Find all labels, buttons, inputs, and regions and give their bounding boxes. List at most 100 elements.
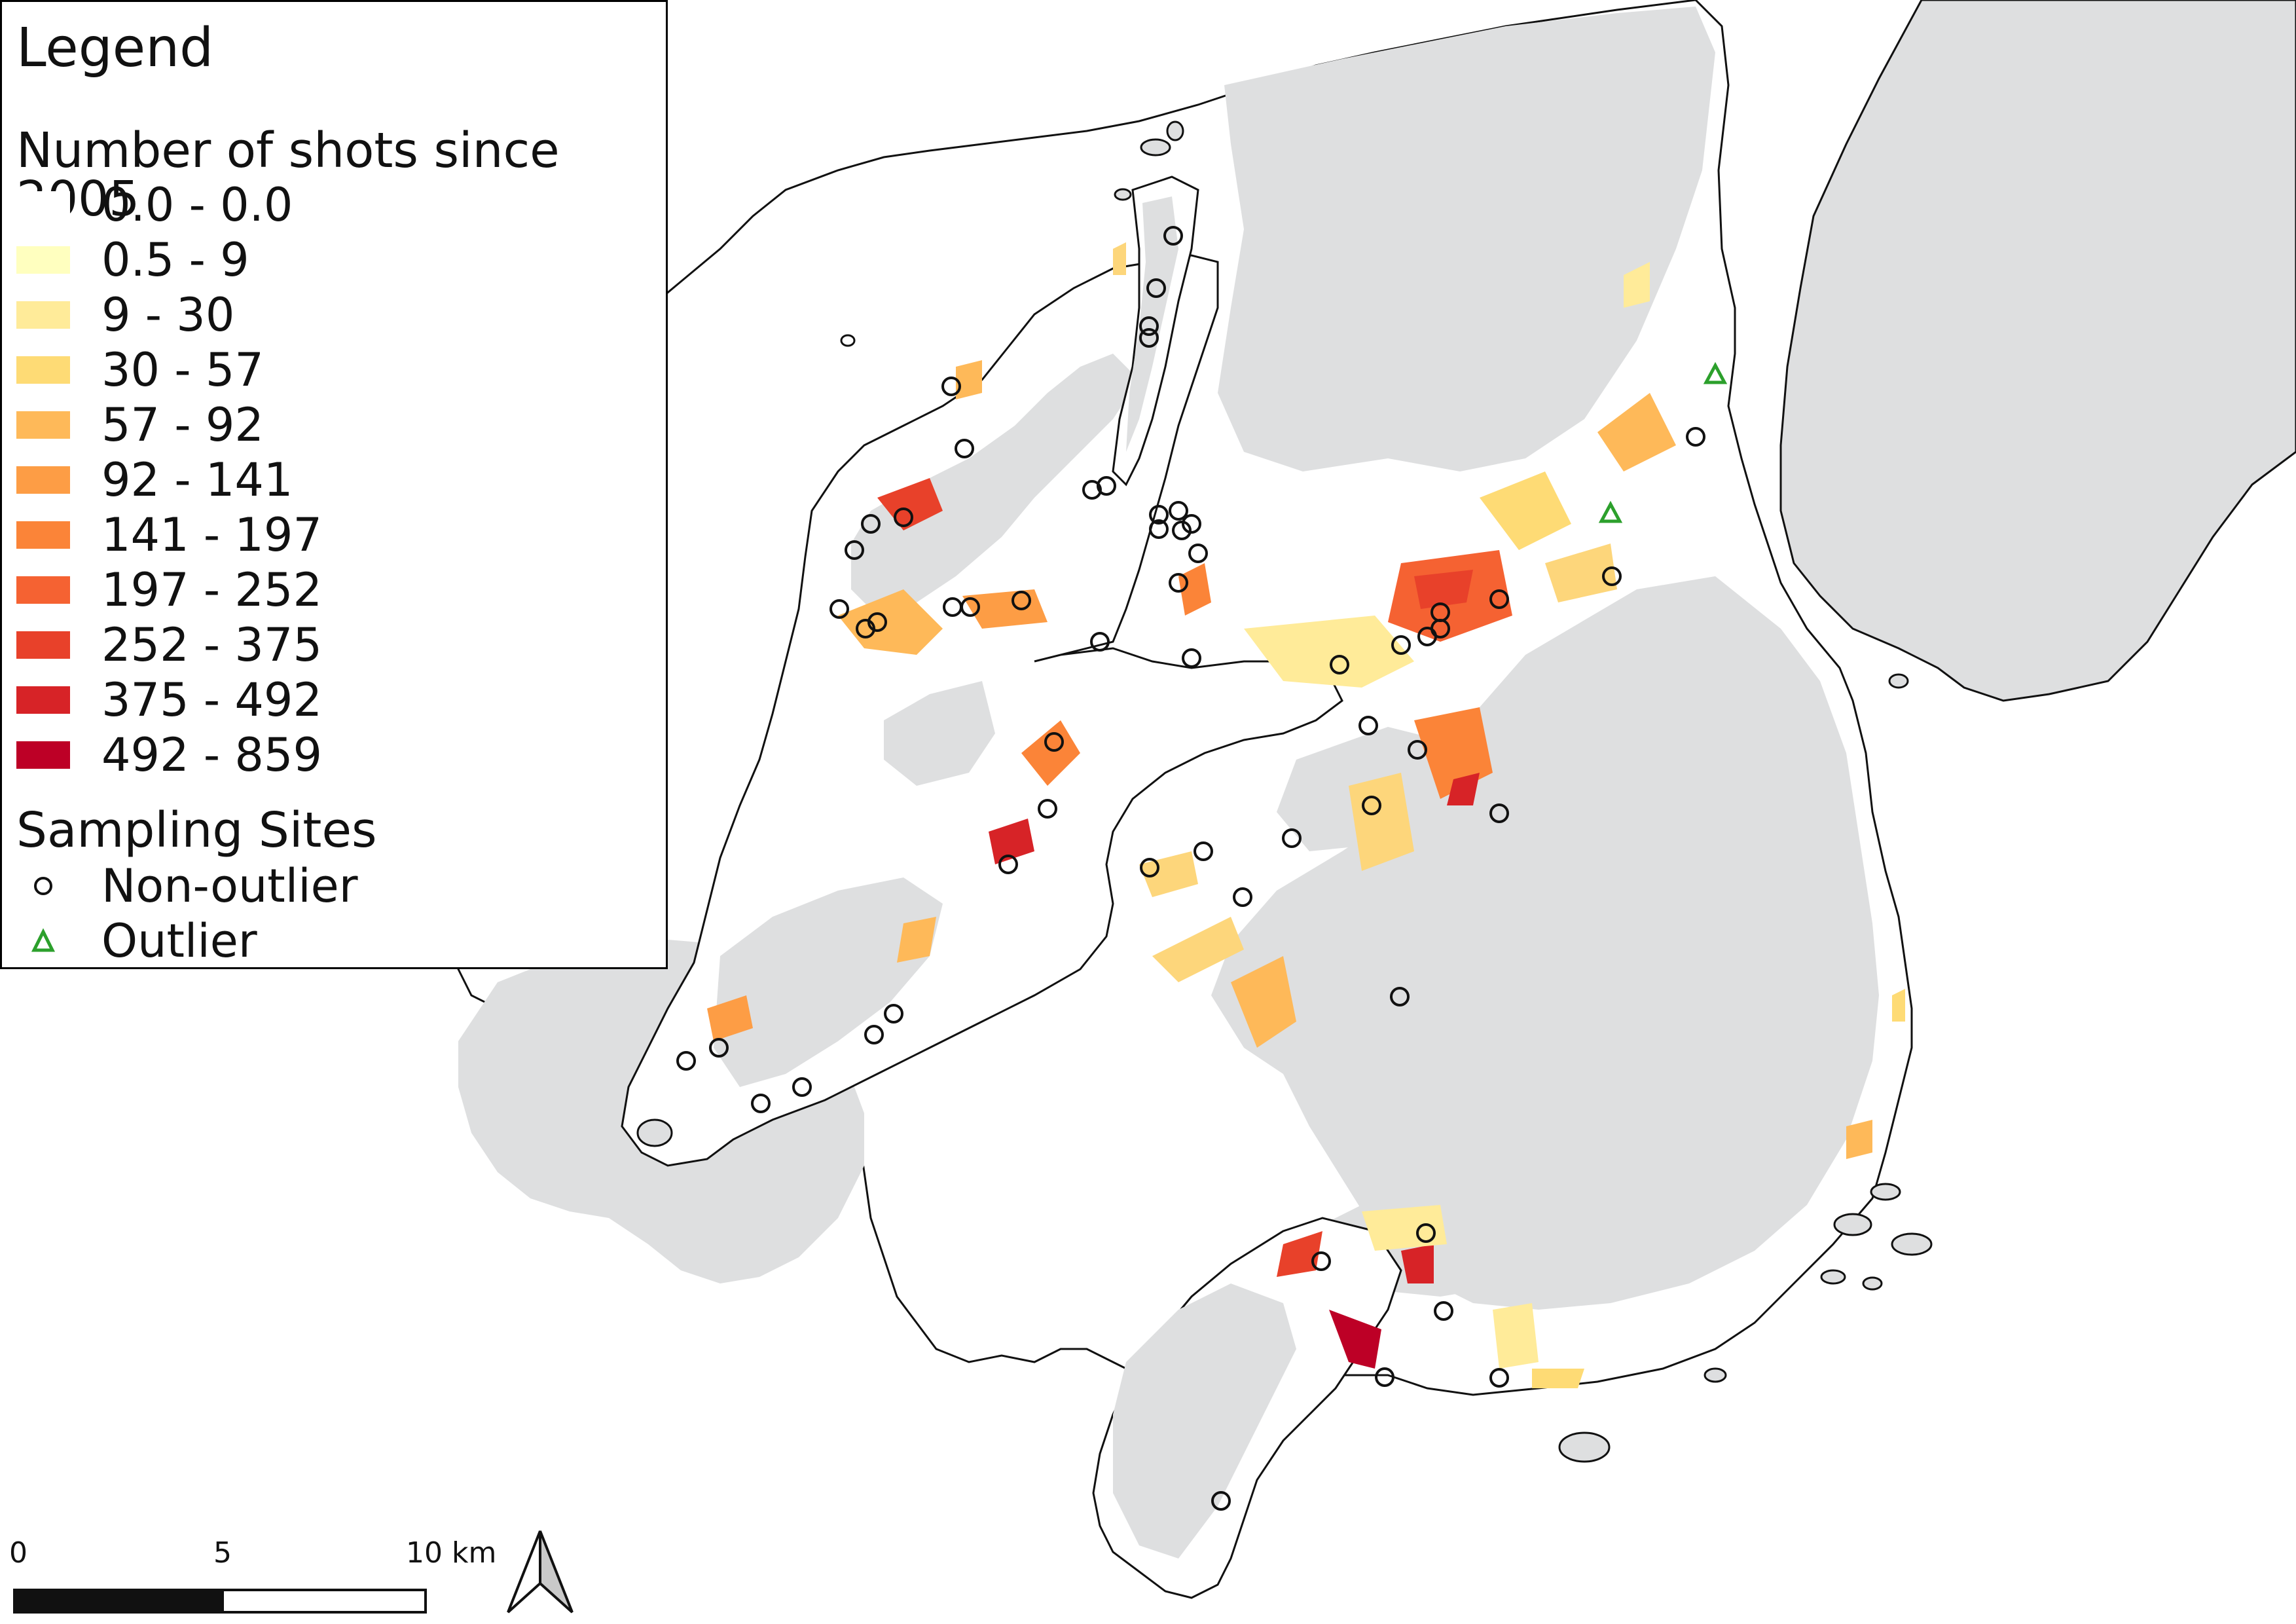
site-marker <box>1149 519 1169 539</box>
legend-row-label: 0.5 - 9 <box>101 233 249 287</box>
site-marker <box>1169 573 1188 593</box>
site-marker <box>1311 1251 1331 1271</box>
site-marker <box>1163 226 1183 246</box>
site-marker <box>1489 589 1509 609</box>
legend-swatch <box>16 741 70 769</box>
legend-swatch <box>16 576 70 604</box>
site-marker <box>1182 514 1201 534</box>
legend-row: 141 - 197 <box>16 507 322 563</box>
scale-label-0: 0 <box>9 1536 27 1570</box>
site-marker <box>1211 1491 1231 1511</box>
patch <box>707 995 753 1041</box>
outlier-marker <box>1598 500 1623 523</box>
site-marker <box>1434 1301 1453 1321</box>
site-marker <box>1090 632 1110 652</box>
legend-row-label: 197 - 252 <box>101 563 322 617</box>
north-arrow-icon <box>507 1530 574 1614</box>
site-marker <box>1194 841 1213 861</box>
patch <box>956 360 982 399</box>
legend-swatch <box>16 191 70 219</box>
west-peninsula <box>621 254 1343 1167</box>
circle-icon <box>34 877 52 895</box>
patch <box>1139 851 1198 897</box>
legend-row-label: 141 - 197 <box>101 508 322 562</box>
site-marker <box>894 507 913 527</box>
site-marker <box>1489 1368 1509 1388</box>
legend-swatch <box>16 631 70 659</box>
site-marker <box>884 1004 903 1024</box>
patch <box>1178 563 1211 616</box>
site-marker <box>941 377 961 396</box>
legend-row: 0.0 - 0.0 <box>16 177 322 232</box>
site-marker <box>1489 803 1509 823</box>
patch <box>1401 1244 1434 1283</box>
site-marker <box>1044 732 1064 752</box>
legend-swatch <box>16 356 70 384</box>
site-marker <box>1390 987 1410 1006</box>
site-marker <box>792 1077 812 1097</box>
legend-swatch <box>16 686 70 714</box>
patch <box>1021 720 1080 786</box>
legend-row-label: 30 - 57 <box>101 343 264 397</box>
legend-swatch <box>16 301 70 329</box>
scale-label-10km: 10 km <box>406 1536 497 1570</box>
patch <box>989 819 1034 864</box>
legend-swatch <box>16 521 70 549</box>
legend-row-label: Non-outlier <box>101 859 358 913</box>
legend-swatch <box>16 411 70 439</box>
patch <box>1447 773 1480 805</box>
southeast-islets <box>636 673 1933 1463</box>
site-marker <box>867 612 887 632</box>
site-marker <box>1233 887 1252 907</box>
site-marker <box>955 439 974 458</box>
legend-row: 57 - 92 <box>16 397 322 452</box>
legend-subtitle: Number of shots since 2005 <box>16 122 560 227</box>
patch <box>1277 1231 1322 1277</box>
south-headland <box>1092 1217 1402 1599</box>
legend-row: 9 - 30 <box>16 287 322 342</box>
legend-row: 92 - 141 <box>16 452 322 507</box>
patch <box>897 917 936 963</box>
east-landmass <box>1779 0 2296 702</box>
legend-row-label: Outlier <box>101 914 257 968</box>
legend-panel: Legend Number of shots since 2005 0.0 - … <box>0 0 668 969</box>
patch <box>1846 1120 1872 1159</box>
legend-row-non-outlier: Non-outlier <box>16 858 358 913</box>
site-marker <box>1146 278 1166 298</box>
site-marker <box>1330 655 1349 674</box>
legend-swatch <box>16 466 70 494</box>
site-marker <box>1416 1223 1436 1243</box>
patch <box>1892 989 1905 1022</box>
patch <box>1480 471 1571 550</box>
site-marker <box>1140 858 1159 877</box>
patch <box>962 589 1048 629</box>
site-marker <box>998 855 1018 874</box>
shots-choropleth <box>707 242 1905 1388</box>
legend-row: 252 - 375 <box>16 618 322 673</box>
patch <box>1532 1369 1584 1388</box>
patch <box>1624 262 1650 308</box>
legend-row: 375 - 492 <box>16 673 322 728</box>
scale-label-5: 5 <box>213 1536 232 1570</box>
legend-swatch <box>16 246 70 274</box>
legend-row: 0.5 - 9 <box>16 232 322 287</box>
site-marker <box>709 1038 729 1058</box>
sites-legend-title: Sampling Sites <box>16 802 377 858</box>
site-marker <box>1038 799 1057 819</box>
site-marker <box>1686 427 1705 447</box>
patch <box>1362 1205 1447 1251</box>
legend-row-label: 252 - 375 <box>101 618 322 672</box>
site-marker <box>1602 566 1622 586</box>
site-marker <box>960 597 980 617</box>
legend-row-label: 0.0 - 0.0 <box>101 178 293 232</box>
site-marker <box>1417 627 1437 646</box>
legend-row: 30 - 57 <box>16 342 322 397</box>
site-marker <box>676 1051 696 1071</box>
site-marker <box>1282 828 1302 848</box>
legend-title: Legend <box>16 17 214 79</box>
legend-row-label: 492 - 859 <box>101 728 322 782</box>
site-marker <box>1375 1367 1394 1387</box>
legend-row-label: 57 - 92 <box>101 398 264 452</box>
patch <box>1414 570 1473 609</box>
